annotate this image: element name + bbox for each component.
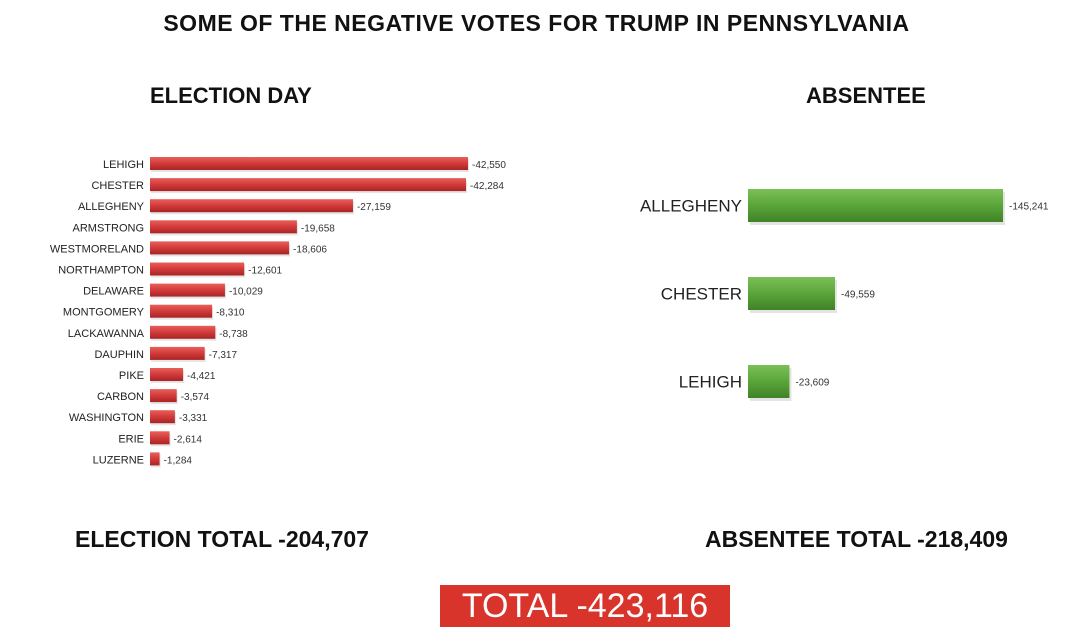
election-category-label: CHESTER bbox=[91, 180, 144, 192]
election-value-label: -4,421 bbox=[187, 371, 216, 382]
election-value-label: -42,284 bbox=[470, 181, 504, 192]
election-bar bbox=[150, 304, 213, 318]
absentee-value-label: -23,609 bbox=[795, 378, 829, 389]
election-category-label: ALLEGHENY bbox=[78, 201, 145, 213]
election-value-label: -8,738 bbox=[219, 329, 248, 340]
election-bar bbox=[150, 452, 160, 466]
election-category-label: PIKE bbox=[119, 370, 144, 382]
election-category-label: LEHIGH bbox=[103, 159, 144, 171]
election-category-label: WASHINGTON bbox=[69, 412, 144, 424]
election-value-label: -18,606 bbox=[293, 244, 327, 255]
election-value-label: -7,317 bbox=[209, 350, 238, 361]
election-bar bbox=[150, 262, 245, 276]
election-category-label: DELAWARE bbox=[83, 286, 144, 298]
absentee-bar bbox=[748, 189, 1003, 222]
election-bar bbox=[150, 199, 353, 213]
election-bar bbox=[150, 346, 205, 360]
election-category-label: NORTHAMPTON bbox=[58, 265, 144, 277]
absentee-value-label: -49,559 bbox=[841, 290, 875, 301]
election-category-label: LACKAWANNA bbox=[68, 328, 145, 340]
absentee-bars: ALLEGHENY -145,241 CHESTER -49,559 LEHIGH -23… bbox=[640, 189, 1049, 401]
absentee-bar bbox=[748, 277, 836, 310]
election-bar bbox=[150, 431, 170, 445]
election-value-label: -8,310 bbox=[216, 308, 245, 319]
election-bar bbox=[150, 410, 175, 424]
election-value-label: -42,550 bbox=[472, 160, 506, 171]
election-value-label: -10,029 bbox=[229, 287, 263, 298]
election-day-bars: LEHIGH -42,550 CHESTER -42,284 ALLEGHENY -27,… bbox=[50, 157, 506, 468]
election-category-label: DAUPHIN bbox=[94, 349, 144, 361]
election-category-label: ARMSTRONG bbox=[73, 222, 145, 234]
absentee-category-label: CHESTER bbox=[661, 285, 742, 304]
election-category-label: LUZERNE bbox=[93, 454, 144, 466]
election-bar bbox=[150, 283, 225, 297]
election-category-label: CARBON bbox=[97, 391, 144, 403]
election-bar bbox=[150, 178, 467, 192]
chart-title: SOME OF THE NEGATIVE VOTES FOR TRUMP IN … bbox=[163, 10, 910, 36]
absentee-value-label: -145,241 bbox=[1009, 202, 1049, 213]
election-bar bbox=[150, 157, 468, 170]
election-category-label: MONTGOMERY bbox=[63, 307, 145, 319]
election-bar bbox=[150, 241, 290, 255]
election-value-label: -27,159 bbox=[357, 202, 391, 213]
election-value-label: -2,614 bbox=[174, 434, 203, 445]
election-total: ELECTION TOTAL -204,707 bbox=[75, 526, 369, 552]
election-value-label: -3,574 bbox=[181, 392, 210, 403]
election-bar bbox=[150, 389, 177, 403]
election-value-label: -1,284 bbox=[164, 455, 193, 466]
absentee-category-label: ALLEGHENY bbox=[640, 197, 742, 216]
election-value-label: -19,658 bbox=[301, 223, 335, 234]
election-bar bbox=[150, 325, 216, 339]
absentee-title: ABSENTEE bbox=[806, 83, 926, 108]
grand-total-badge: TOTAL -423,116 bbox=[440, 585, 730, 627]
election-category-label: ERIE bbox=[118, 433, 144, 445]
absentee-total: ABSENTEE TOTAL -218,409 bbox=[705, 526, 1008, 552]
absentee-category-label: LEHIGH bbox=[679, 373, 742, 392]
election-day-title: ELECTION DAY bbox=[150, 83, 312, 108]
election-bar bbox=[150, 220, 297, 234]
election-value-label: -3,331 bbox=[179, 413, 208, 424]
absentee-bar bbox=[748, 365, 790, 398]
election-category-label: WESTMORELAND bbox=[50, 243, 144, 255]
election-value-label: -12,601 bbox=[248, 266, 282, 277]
election-bar bbox=[150, 368, 184, 381]
